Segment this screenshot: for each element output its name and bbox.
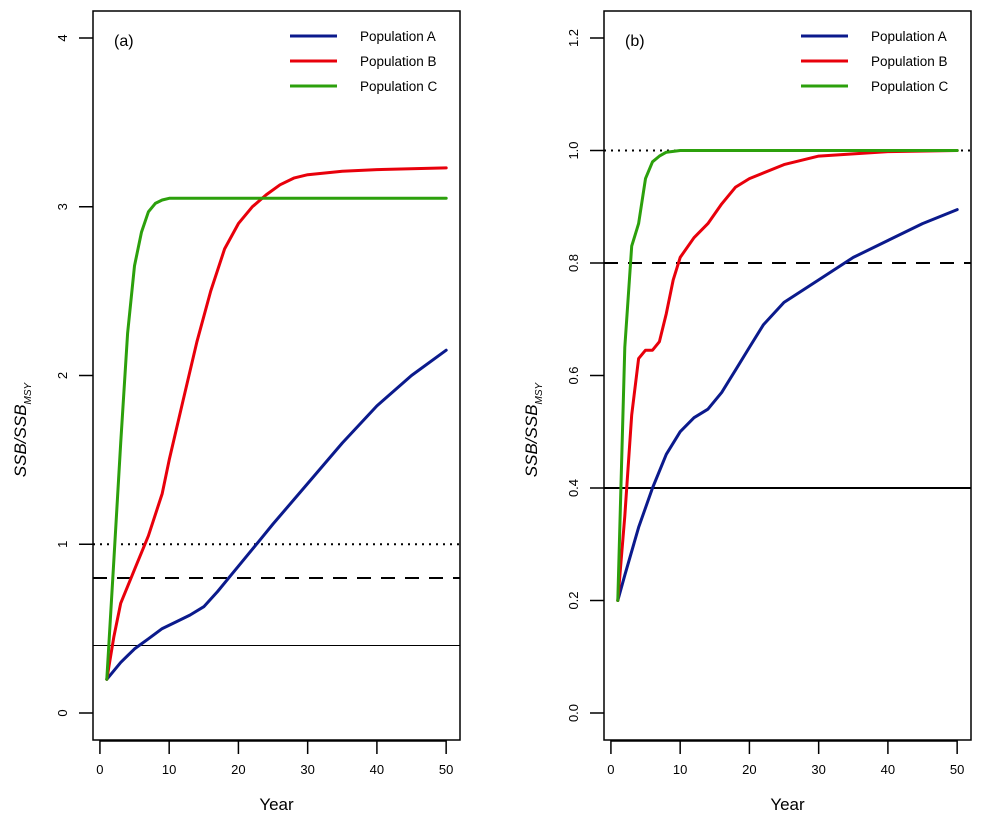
series-line-population-a (105, 348, 448, 681)
series-line-population-b (616, 149, 959, 602)
y-axis-title: SSB/SSBMSY (522, 381, 545, 477)
x-tick-label: 50 (950, 762, 964, 777)
x-tick-label: 0 (96, 762, 103, 777)
panel-a: 0 10 20 30 40 50 0 1 2 3 4 Year SSB/SSBMSY (a) Populat… (11, 10, 461, 814)
x-tick-label: 0 (607, 762, 614, 777)
x-axis-title: Year (770, 795, 805, 814)
series-line-population-c (105, 196, 448, 681)
y-tick-label: 0.4 (566, 479, 581, 497)
series-line-population-b (105, 166, 448, 681)
series-line-population-c (616, 149, 959, 602)
y-tick-label: 1 (55, 541, 70, 548)
y-tick-label: 0.0 (566, 704, 581, 722)
x-tick-label: 40 (881, 762, 895, 777)
x-tick-label: 40 (370, 762, 384, 777)
y-tick-label: 0.8 (566, 254, 581, 272)
legend-label: Population A (871, 29, 947, 44)
x-tick-label: 10 (162, 762, 176, 777)
y-axis-title-subscript: MSY (534, 381, 545, 404)
x-tick-label: 10 (673, 762, 687, 777)
y-tick-label: 1.2 (566, 29, 581, 47)
y-tick-label: 2 (55, 372, 70, 379)
x-tick-label: 50 (439, 762, 453, 777)
legend: Population A Population B Population C (290, 29, 438, 94)
legend-label: Population C (360, 79, 438, 94)
x-tick-label: 30 (811, 762, 825, 777)
legend-label: Population B (360, 54, 437, 69)
y-tick-label: 0.2 (566, 591, 581, 609)
y-tick-label: 4 (55, 34, 70, 41)
plot-frame (92, 10, 461, 741)
series-line-population-a (616, 208, 959, 602)
x-tick-label: 20 (231, 762, 245, 777)
legend: Population A Population B Population C (801, 29, 949, 94)
y-tick-label: 3 (55, 203, 70, 210)
panel-label: (a) (114, 33, 134, 50)
y-tick-label: 0.6 (566, 366, 581, 384)
y-axis-title-subscript: MSY (23, 381, 34, 404)
y-axis-title-main: SSB/SSB (11, 404, 30, 477)
legend-label: Population B (871, 54, 948, 69)
x-tick-label: 20 (742, 762, 756, 777)
legend-label: Population C (871, 79, 949, 94)
y-axis-title: SSB/SSBMSY (11, 381, 34, 477)
panel-label: (b) (625, 33, 645, 50)
y-axis-title-main: SSB/SSB (522, 404, 541, 477)
panel-b: 0 10 20 30 40 50 0.0 0.2 0.4 0.6 0.8 1.0 1.2 Year SSB/… (522, 10, 972, 814)
x-tick-label: 30 (300, 762, 314, 777)
legend-label: Population A (360, 29, 436, 44)
x-axis-title: Year (259, 795, 294, 814)
y-tick-label: 1.0 (566, 141, 581, 159)
plot-frame (603, 10, 972, 741)
y-tick-label: 0 (55, 709, 70, 716)
